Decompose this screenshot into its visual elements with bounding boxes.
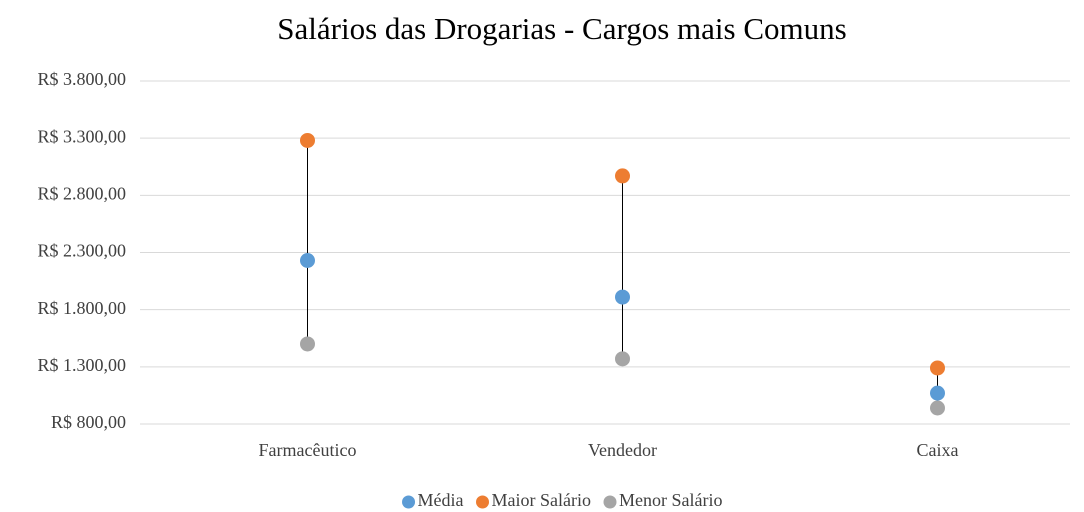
dot bbox=[930, 400, 945, 416]
legend-marker bbox=[402, 495, 416, 509]
x-tick-label: Vendedor bbox=[588, 440, 657, 460]
y-tick-label: R$ 1.300,00 bbox=[37, 355, 126, 375]
y-tick-label: R$ 1.800,00 bbox=[37, 298, 126, 318]
dot bbox=[930, 360, 945, 376]
legend-label: Menor Salário bbox=[619, 490, 722, 510]
dot bbox=[615, 168, 630, 184]
legend-marker bbox=[476, 495, 490, 509]
dot bbox=[615, 289, 630, 305]
y-tick-label: R$ 3.300,00 bbox=[37, 126, 126, 146]
y-tick-label: R$ 800,00 bbox=[51, 412, 126, 432]
dot bbox=[930, 385, 945, 401]
y-tick-label: R$ 3.800,00 bbox=[37, 69, 126, 89]
dot bbox=[300, 253, 315, 269]
dot bbox=[300, 132, 315, 148]
x-tick-label: Farmacêutico bbox=[259, 440, 357, 460]
chart-title: Salários das Drogarias - Cargos mais Com… bbox=[277, 11, 846, 46]
y-tick-label: R$ 2.800,00 bbox=[37, 183, 126, 203]
y-tick-label: R$ 2.300,00 bbox=[37, 241, 126, 261]
dot bbox=[300, 336, 315, 352]
dot bbox=[615, 351, 630, 367]
legend-marker bbox=[603, 495, 617, 509]
legend-label: Maior Salário bbox=[492, 490, 591, 510]
legend: Média Maior Salário Menor Salário bbox=[402, 490, 722, 510]
x-tick-label: Caixa bbox=[917, 440, 959, 460]
legend-label: Média bbox=[418, 490, 464, 510]
